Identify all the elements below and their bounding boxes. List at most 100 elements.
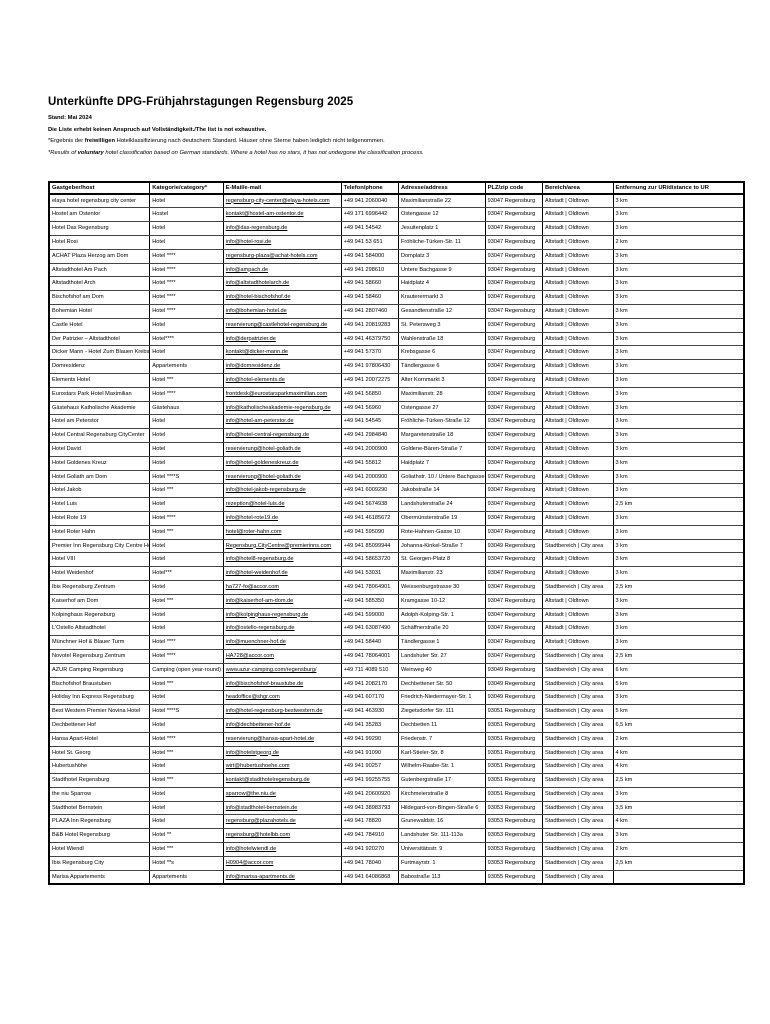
email-link[interactable]: HA728@accor.com: [225, 652, 275, 659]
footnote-segment: freiwilligen: [84, 138, 116, 145]
cell-zip: 93047 Regensburg: [484, 635, 544, 650]
email-link[interactable]: info@bischofshof-braustube.de: [225, 680, 304, 687]
cell-host: Hotel Luis: [48, 497, 151, 512]
email-link[interactable]: headoffice@shgr.com: [225, 694, 280, 701]
cell-phone: +49 941 20819283: [340, 317, 399, 333]
cell-zip: 93049 Regensburg: [484, 538, 544, 554]
cell-distance: 3 km: [612, 635, 745, 650]
cell-distance: 2 km: [612, 235, 745, 250]
cell-phone: +49 941 35283: [340, 717, 399, 733]
cell-address: Weinweg 40: [397, 662, 486, 678]
cell-area: Altstadt | Oldtown: [542, 566, 614, 581]
email-link[interactable]: info@katholischeakademie-regensburg.de: [225, 404, 331, 411]
email-link[interactable]: info@hotelwiendl.de: [225, 846, 277, 853]
email-link[interactable]: info@kaiserhof-am-dom.de: [225, 597, 294, 604]
cell-email: info@bohemian-hotel.de: [222, 304, 342, 319]
email-link[interactable]: kontakt@stadthotelregensburg.de: [225, 777, 310, 784]
email-link[interactable]: reservierung@castlehotel-regensburg.de: [225, 321, 328, 328]
table-row: Eurostars Park Hotel Maximilian Hotel ***…: [48, 386, 745, 402]
email-link[interactable]: info@hotel-goldeneskreuz.de: [225, 459, 299, 466]
column-header-host: Gastgeber/host: [48, 181, 151, 195]
cell-category: Hotel****: [149, 331, 224, 347]
cell-email: info@domresidenz.de: [222, 359, 342, 374]
cell-zip: 93047 Regensburg: [484, 579, 544, 595]
email-link[interactable]: wirt@hubertushoehe.com: [225, 763, 290, 770]
email-link[interactable]: info@derpatrizier.de: [225, 335, 276, 342]
cell-address: Fröhliche-Türken-Str. 11: [397, 235, 486, 250]
email-link[interactable]: info@ostello-regensburg.de: [225, 625, 295, 632]
email-link[interactable]: hotel@roter-hahn.com: [225, 528, 282, 535]
email-link[interactable]: info@stadthotel-bernstein.de: [225, 804, 298, 811]
email-link[interactable]: info@altstadthotelarch.de: [225, 280, 290, 287]
email-link[interactable]: regensburg-plaza@achat-hotels.com: [225, 252, 318, 259]
email-link[interactable]: reservierung@hotel-goliath.de: [225, 445, 301, 452]
email-link[interactable]: info@hotel-rote19.de: [225, 514, 279, 521]
email-link[interactable]: regensburg@plazahotels.de: [225, 818, 296, 825]
cell-host: Holiday Inn Express Regensburg: [48, 690, 151, 706]
email-link[interactable]: info@hotel-weidenhof.de: [225, 570, 288, 577]
email-link[interactable]: info@bohemian-hotel.de: [225, 308, 287, 314]
cell-area: Altstadt | Oldtown: [542, 400, 614, 416]
cell-area: Stadtbereich | City area: [542, 538, 614, 554]
email-link[interactable]: kontakt@hostel-am-ostentor.de: [225, 211, 304, 218]
cell-host: Hotel David: [48, 441, 151, 457]
table-row: AZUR Camping Regensburg Camping (open yea…: [48, 662, 745, 678]
table-row: Hotel Weidenhof Hotel*** info@hotel-weiden…: [48, 566, 745, 581]
cell-host: Hotel Jakob: [48, 483, 151, 499]
email-link[interactable]: info@hotel-regensburg-bestwestern.de: [225, 708, 323, 715]
cell-distance: 3 km: [612, 372, 745, 388]
email-link[interactable]: info@das-regensburg.de: [225, 225, 288, 232]
cell-phone: +49 941 2984840: [340, 428, 399, 443]
email-link[interactable]: info@hotel-central-regensburg.de: [225, 432, 310, 439]
email-link[interactable]: regensburg@hotelbb.com: [225, 832, 291, 839]
email-link[interactable]: reservierung@hansa-apart-hotel.de: [225, 735, 315, 742]
cell-phone: +49 941 58460: [340, 290, 399, 305]
email-link[interactable]: info@kolpinghaus-regensburg.de: [225, 611, 309, 618]
email-link[interactable]: info@hotel-am-peterstor.de: [225, 418, 294, 425]
email-link[interactable]: reservierung@hotel-goliath.de: [225, 473, 301, 480]
email-link[interactable]: info@ampach.de: [225, 266, 269, 273]
cell-category: Hotel ***: [149, 372, 224, 388]
email-link[interactable]: rezeption@hotel-luis.de: [225, 501, 285, 508]
website-link[interactable]: www.azur-camping.com/regensburg/: [225, 666, 317, 673]
cell-address: Untere Bachgasse 9: [397, 262, 486, 278]
email-link[interactable]: info@hotel8-regensburg.de: [225, 556, 294, 563]
email-link[interactable]: info@hotel-jakob-regensburg.de: [225, 487, 306, 494]
email-link[interactable]: Regensburg.CityCentre@premierinns.com: [225, 542, 332, 549]
cell-host: B&B Hotel Regensburg: [48, 828, 151, 844]
table-row: elaya hotel regensburg city center Hotel r…: [48, 193, 745, 209]
cell-zip: 93055 Regensburg: [484, 869, 544, 885]
email-link[interactable]: info@hotel-bischofshof.de: [225, 294, 291, 301]
table-row: Hotel Jakob Hotel *** info@hotel-jakob-reg…: [48, 483, 745, 499]
email-link[interactable]: sparrow@the.niu.de: [225, 790, 276, 797]
cell-phone: +49 941 90257: [340, 759, 399, 775]
email-link[interactable]: info@hotelstgeorg.de: [225, 749, 279, 756]
cell-email: regensburg@plazahotels.de: [222, 814, 342, 830]
email-link[interactable]: info@dechbettener-hof.de: [225, 721, 291, 728]
email-link[interactable]: info@hotel-elements.de: [225, 376, 285, 383]
cell-distance: 2,5 km: [612, 579, 745, 595]
cell-zip: 93047 Regensburg: [484, 290, 544, 305]
email-link[interactable]: info@marisa-apartments.de: [225, 873, 295, 880]
email-link[interactable]: H0904@accor.com: [225, 859, 274, 866]
cell-email: info@kaiserhof-am-dom.de: [222, 593, 342, 609]
cell-zip: 93053 Regensburg: [484, 855, 544, 871]
cell-area: Altstadt | Oldtown: [542, 414, 614, 430]
email-link[interactable]: ha727-fo@accor.com: [225, 583, 279, 590]
email-link[interactable]: frontdesk@eurostarsparkmaximilian.com: [225, 390, 328, 397]
table-row: Hotel St. Georg Hotel *** info@hotelstgeor…: [48, 745, 745, 761]
email-link[interactable]: info@muenchner-hof.de: [225, 639, 286, 646]
email-link[interactable]: info@hotel-rosi.de: [225, 239, 272, 246]
cell-address: Gesandtenstraße 12: [397, 304, 486, 319]
email-link[interactable]: regensburg-city-center@elaya-hotels.com: [225, 197, 330, 204]
footnote-segment: Hotelklassifizierung nach deutschem Stan…: [115, 138, 385, 145]
cell-category: Appartements: [149, 869, 224, 885]
email-link[interactable]: info@domresidenz.de: [225, 363, 281, 370]
cell-address: Wahlenstraße 18: [397, 331, 486, 347]
cell-zip: 93047 Regensburg: [484, 317, 544, 333]
cell-address: St. Georgen-Platz 8: [397, 552, 486, 568]
cell-phone: +49 941 55812: [340, 455, 399, 471]
email-link[interactable]: kontakt@dicker-mann.de: [225, 349, 289, 356]
cell-host: Elements Hotel: [48, 372, 151, 388]
cell-area: Altstadt | Oldtown: [542, 221, 614, 237]
